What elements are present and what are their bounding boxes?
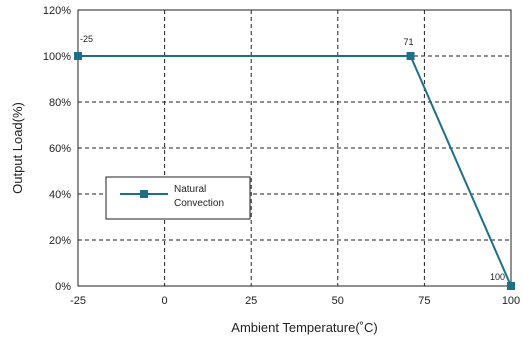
data-point-label: 71	[404, 37, 414, 47]
x-tick-label: 25	[245, 295, 257, 307]
y-tick-label: 60%	[49, 143, 71, 155]
legend: Natural Convection	[105, 176, 251, 220]
data-point-marker	[406, 52, 415, 60]
y-tick-label: 100%	[43, 51, 71, 63]
y-axis-title: Output Load(%)	[10, 102, 25, 194]
data-point-marker	[507, 282, 515, 290]
legend-marker-sample	[140, 190, 148, 198]
series-line	[78, 55, 512, 287]
y-tick-label: 0%	[55, 281, 71, 293]
y-tick-label: 120%	[43, 5, 71, 17]
data-point-label: 100	[490, 272, 505, 282]
data-point-label: -25	[80, 34, 93, 44]
x-tick-label: 75	[418, 295, 430, 307]
legend-label: Natural	[174, 184, 206, 195]
x-axis-title: Ambient Temperature(˚C)	[231, 320, 377, 335]
y-axis-ticks: 0% 20% 40% 60% 80% 100% 120%	[43, 5, 71, 293]
series-layer	[74, 52, 515, 290]
data-point-marker	[74, 52, 82, 60]
x-tick-label: 0	[162, 295, 168, 307]
annotations: -25 71 100	[80, 34, 505, 282]
y-tick-label: 20%	[49, 235, 71, 247]
y-tick-label: 40%	[49, 189, 71, 201]
legend-box	[105, 176, 251, 220]
grid	[78, 10, 511, 286]
x-tick-label: 100	[502, 295, 520, 307]
x-tick-label: 50	[332, 295, 344, 307]
x-axis-ticks: -25 0 25 50 75 100	[70, 295, 520, 307]
legend-label: Convection	[174, 198, 224, 209]
x-tick-label: -25	[70, 295, 86, 307]
y-tick-label: 80%	[49, 97, 71, 109]
plot-frame	[77, 9, 512, 287]
